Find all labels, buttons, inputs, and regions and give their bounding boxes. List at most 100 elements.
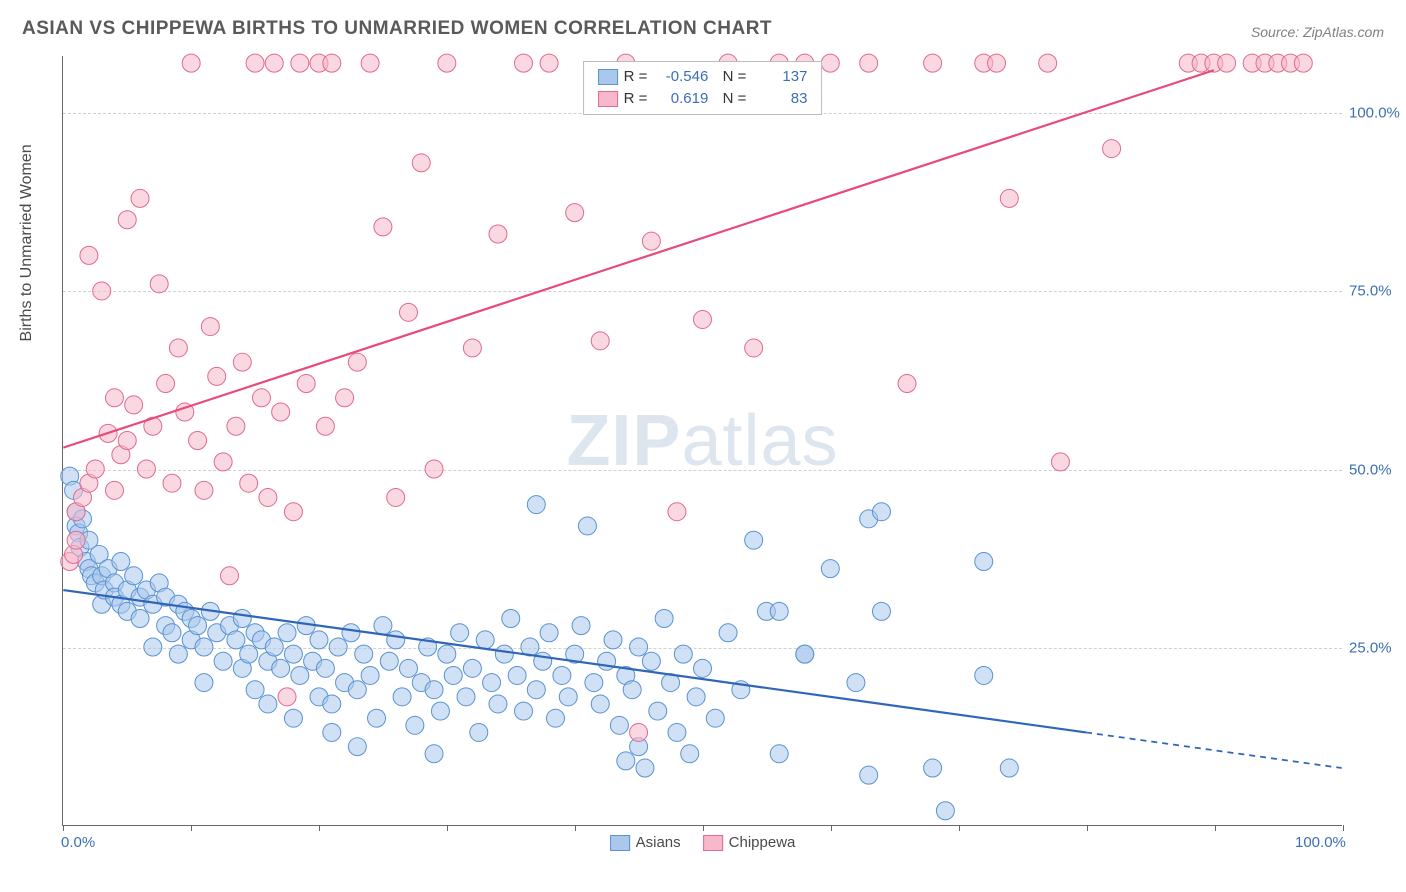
scatter-point [131, 189, 149, 207]
scatter-point [259, 488, 277, 506]
scatter-point [118, 432, 136, 450]
scatter-point [1039, 54, 1057, 72]
scatter-point [182, 54, 200, 72]
scatter-point [1294, 54, 1312, 72]
scatter-point [195, 638, 213, 656]
scatter-point [936, 802, 954, 820]
xtick [575, 825, 576, 831]
scatter-point [272, 659, 290, 677]
scatter-point [636, 759, 654, 777]
scatter-point [201, 318, 219, 336]
scatter-point [284, 709, 302, 727]
xtick [703, 825, 704, 831]
scatter-point [387, 631, 405, 649]
scatter-point [745, 531, 763, 549]
scatter-point [694, 310, 712, 328]
swatch-asians-2 [610, 835, 630, 851]
scatter-point [975, 553, 993, 571]
scatter-point [591, 332, 609, 350]
scatter-point [745, 339, 763, 357]
scatter-point [323, 695, 341, 713]
ytick-label: 50.0% [1349, 461, 1404, 478]
scatter-point [189, 432, 207, 450]
scatter-point [214, 453, 232, 471]
scatter-point [457, 688, 475, 706]
scatter-point [515, 702, 533, 720]
bottom-legend: Asians Chippewa [610, 834, 796, 851]
scatter-point [489, 225, 507, 243]
xtick-label: 100.0% [1295, 834, 1346, 851]
scatter-point [451, 624, 469, 642]
scatter-point [291, 666, 309, 684]
scatter-point [105, 389, 123, 407]
scatter-point [540, 54, 558, 72]
ytick-label: 25.0% [1349, 639, 1404, 656]
scatter-point [316, 417, 334, 435]
scatter-point [796, 645, 814, 663]
scatter-point [125, 396, 143, 414]
scatter-point [323, 54, 341, 72]
scatter-point [630, 638, 648, 656]
scatter-point [566, 204, 584, 222]
swatch-asians [598, 69, 618, 85]
scatter-point [438, 54, 456, 72]
scatter-point [559, 688, 577, 706]
xtick [831, 825, 832, 831]
trend-line [63, 70, 1214, 447]
scatter-point [821, 54, 839, 72]
chart-container: ASIAN VS CHIPPEWA BIRTHS TO UNMARRIED WO… [0, 0, 1406, 892]
scatter-point [125, 567, 143, 585]
scatter-point [150, 275, 168, 293]
scatter-point [380, 652, 398, 670]
y-axis-label: Births to Unmarried Women [18, 144, 36, 341]
scatter-point [898, 375, 916, 393]
scatter-point [872, 503, 890, 521]
xtick [319, 825, 320, 831]
scatter-point [336, 389, 354, 407]
scatter-point [1218, 54, 1236, 72]
scatter-point [706, 709, 724, 727]
scatter-point [169, 645, 187, 663]
scatter-point [681, 745, 699, 763]
scatter-point [425, 681, 443, 699]
scatter-point [233, 353, 251, 371]
correlation-legend: R = -0.546 N = 137 R = 0.619 N = 83 [583, 61, 823, 115]
scatter-point [872, 602, 890, 620]
scatter-point [163, 624, 181, 642]
scatter-point [860, 54, 878, 72]
plot-svg [63, 56, 1342, 825]
scatter-point [105, 481, 123, 499]
scatter-point [719, 624, 737, 642]
scatter-point [444, 666, 462, 684]
scatter-point [374, 218, 392, 236]
scatter-point [86, 460, 104, 478]
swatch-chippewa-2 [703, 835, 723, 851]
chart-title: ASIAN VS CHIPPEWA BIRTHS TO UNMARRIED WO… [22, 18, 772, 40]
scatter-point [924, 759, 942, 777]
legend-row-chippewa: R = 0.619 N = 83 [598, 88, 808, 110]
scatter-point [438, 645, 456, 663]
scatter-point [246, 54, 264, 72]
scatter-point [770, 602, 788, 620]
scatter-point [189, 617, 207, 635]
xtick [1343, 825, 1344, 831]
scatter-point [284, 503, 302, 521]
legend-row-asians: R = -0.546 N = 137 [598, 66, 808, 88]
plot-area: ZIPatlas 25.0%50.0%75.0%100.0% 0.0%100.0… [62, 56, 1342, 826]
scatter-point [483, 674, 501, 692]
scatter-point [259, 695, 277, 713]
scatter-point [975, 666, 993, 684]
scatter-point [591, 695, 609, 713]
scatter-point [412, 154, 430, 172]
scatter-point [361, 54, 379, 72]
scatter-point [329, 638, 347, 656]
scatter-point [348, 353, 366, 371]
xtick [63, 825, 64, 831]
scatter-point [770, 745, 788, 763]
scatter-point [265, 54, 283, 72]
scatter-point [93, 282, 111, 300]
scatter-point [630, 723, 648, 741]
scatter-point [1000, 189, 1018, 207]
scatter-point [425, 745, 443, 763]
scatter-point [368, 709, 386, 727]
